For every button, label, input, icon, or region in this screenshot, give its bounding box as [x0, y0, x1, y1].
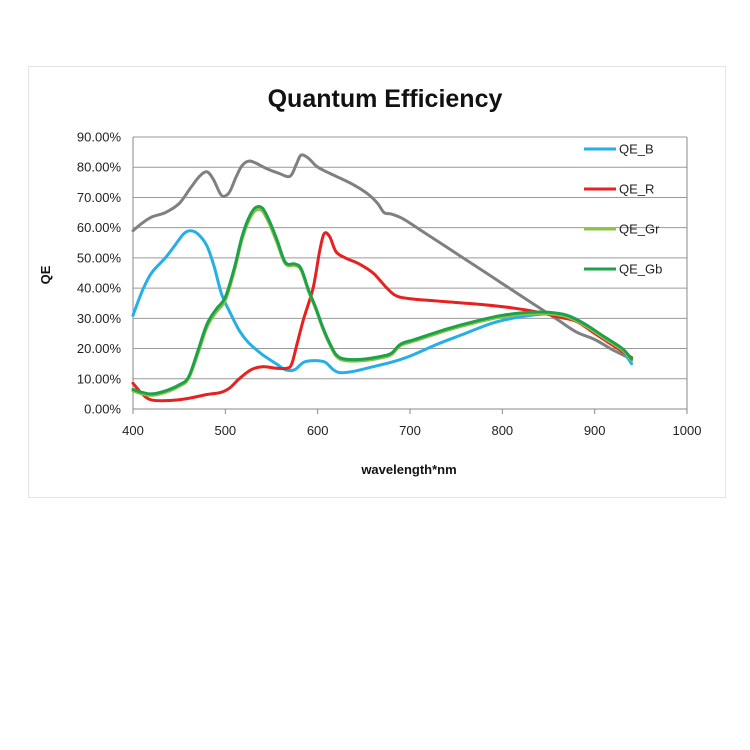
series-line-3 — [131, 208, 634, 397]
y-axis-ticks: 0.00% 10.00% 20.00% 30.00% 40.00% 50.00% 60.00… — [77, 130, 122, 417]
y-tick-label: 50.00% — [77, 250, 122, 265]
y-tick-label: 20.00% — [77, 341, 122, 356]
y-tick-label: 70.00% — [77, 190, 122, 205]
y-tick-label: 30.00% — [77, 311, 122, 326]
y-tick-label: 80.00% — [77, 160, 122, 175]
y-tick-label: 10.00% — [77, 371, 122, 386]
x-tick-label: 500 — [214, 423, 236, 438]
x-tick-label: 900 — [584, 423, 606, 438]
x-tick-label: 700 — [399, 423, 421, 438]
legend-label: QE_Gr — [619, 222, 660, 237]
axes — [132, 137, 688, 414]
x-tick-label: 400 — [122, 423, 144, 438]
series-line-1 — [131, 229, 634, 375]
x-tick-label: 1000 — [673, 423, 702, 438]
legend: QE_B QE_R QE_Gr QE_Gb — [584, 142, 662, 277]
x-tick-label: 600 — [307, 423, 329, 438]
chart-title: Quantum Efficiency — [268, 85, 503, 113]
y-tick-label: 0.00% — [84, 402, 121, 417]
y-tick-label: 60.00% — [77, 220, 122, 235]
series-line-0 — [131, 153, 634, 361]
y-axis-title: QE — [38, 265, 53, 284]
legend-label: QE_B — [619, 142, 654, 157]
y-tick-label: 90.00% — [77, 130, 122, 145]
chart-frame: Quantum Efficiency 0.00% 10.00% 20.00% 30.0… — [28, 66, 726, 498]
legend-label: QE_Gb — [619, 262, 662, 277]
x-tick-label: 800 — [491, 423, 513, 438]
quantum-efficiency-chart: Quantum Efficiency 0.00% 10.00% 20.00% 30.0… — [38, 85, 701, 477]
series-line-2 — [131, 231, 634, 403]
y-tick-label: 40.00% — [77, 281, 122, 296]
legend-label: QE_R — [619, 182, 654, 197]
series-lines — [131, 153, 634, 403]
x-axis-title: wavelength*nm — [360, 462, 456, 477]
series-line-4 — [131, 205, 634, 396]
x-axis-ticks: 400 500 600 700 800 900 1000 — [122, 423, 701, 438]
